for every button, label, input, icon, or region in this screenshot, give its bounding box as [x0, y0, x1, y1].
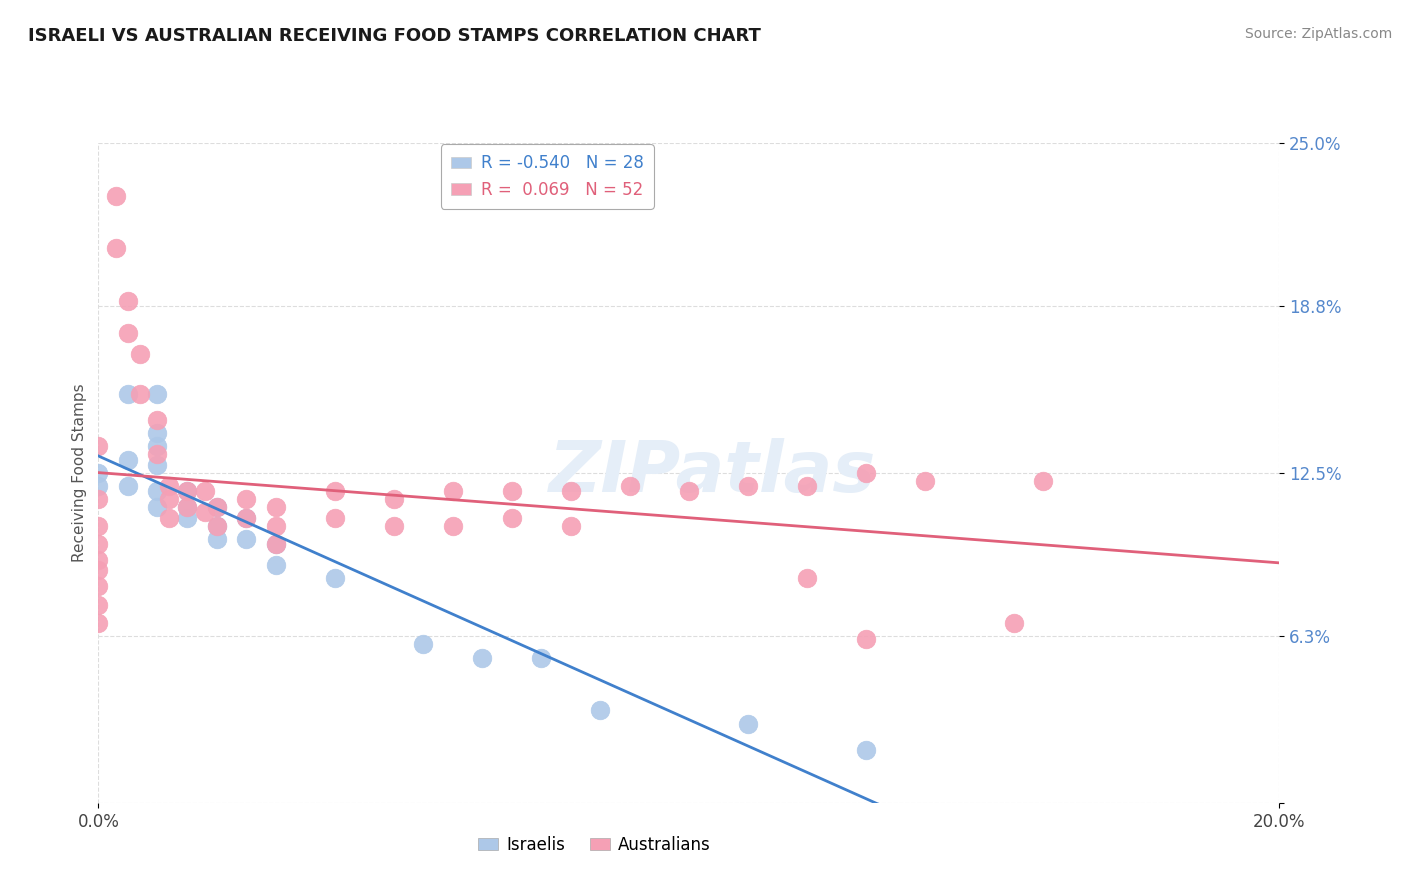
Point: [205, 500, 228, 514]
Point: [412, 637, 434, 651]
Point: [205, 532, 228, 546]
Point: [235, 532, 257, 546]
Point: [117, 479, 139, 493]
Point: [501, 510, 523, 524]
Text: ZIPatlas: ZIPatlas: [548, 438, 876, 508]
Point: [87, 537, 110, 551]
Point: [1002, 616, 1025, 631]
Point: [855, 743, 877, 757]
Point: [205, 518, 228, 533]
Point: [560, 484, 582, 499]
Point: [264, 558, 287, 573]
Point: [471, 650, 494, 665]
Point: [235, 510, 257, 524]
Point: [382, 518, 405, 533]
Point: [146, 426, 169, 441]
Point: [146, 386, 169, 401]
Point: [619, 479, 641, 493]
Y-axis label: Receiving Food Stamps: Receiving Food Stamps: [72, 384, 87, 562]
Point: [323, 484, 346, 499]
Point: [205, 500, 228, 514]
Point: [87, 616, 110, 631]
Point: [146, 413, 169, 427]
Point: [157, 492, 180, 507]
Point: [176, 484, 198, 499]
Point: [589, 703, 612, 717]
Point: [128, 347, 150, 361]
Point: [737, 479, 759, 493]
Point: [441, 518, 464, 533]
Point: [146, 439, 169, 453]
Point: [264, 537, 287, 551]
Point: [146, 500, 169, 514]
Point: [176, 500, 198, 514]
Point: [194, 505, 217, 519]
Point: [737, 716, 759, 731]
Point: [855, 632, 877, 646]
Point: [194, 484, 217, 499]
Point: [117, 326, 139, 340]
Point: [796, 479, 818, 493]
Text: ISRAELI VS AUSTRALIAN RECEIVING FOOD STAMPS CORRELATION CHART: ISRAELI VS AUSTRALIAN RECEIVING FOOD STA…: [28, 27, 761, 45]
Point: [157, 510, 180, 524]
Point: [382, 492, 405, 507]
Legend: Israelis, Australians: Israelis, Australians: [471, 830, 718, 861]
Point: [146, 447, 169, 461]
Point: [87, 579, 110, 593]
Point: [264, 518, 287, 533]
Point: [157, 479, 180, 493]
Point: [530, 650, 553, 665]
Point: [323, 510, 346, 524]
Point: [560, 518, 582, 533]
Text: Source: ZipAtlas.com: Source: ZipAtlas.com: [1244, 27, 1392, 41]
Point: [87, 439, 110, 453]
Point: [117, 452, 139, 467]
Point: [128, 386, 150, 401]
Point: [501, 484, 523, 499]
Point: [87, 479, 110, 493]
Point: [117, 386, 139, 401]
Point: [855, 466, 877, 480]
Point: [87, 466, 110, 480]
Point: [176, 510, 198, 524]
Point: [176, 484, 198, 499]
Point: [87, 598, 110, 612]
Point: [914, 474, 936, 488]
Point: [105, 188, 128, 202]
Point: [87, 492, 110, 507]
Point: [264, 537, 287, 551]
Point: [146, 484, 169, 499]
Point: [87, 564, 110, 578]
Point: [678, 484, 700, 499]
Point: [1032, 474, 1054, 488]
Point: [205, 518, 228, 533]
Point: [105, 241, 128, 255]
Point: [146, 458, 169, 472]
Point: [796, 571, 818, 585]
Point: [323, 571, 346, 585]
Point: [87, 518, 110, 533]
Point: [264, 500, 287, 514]
Point: [117, 294, 139, 309]
Point: [235, 492, 257, 507]
Point: [441, 484, 464, 499]
Point: [235, 510, 257, 524]
Point: [87, 553, 110, 567]
Point: [176, 500, 198, 514]
